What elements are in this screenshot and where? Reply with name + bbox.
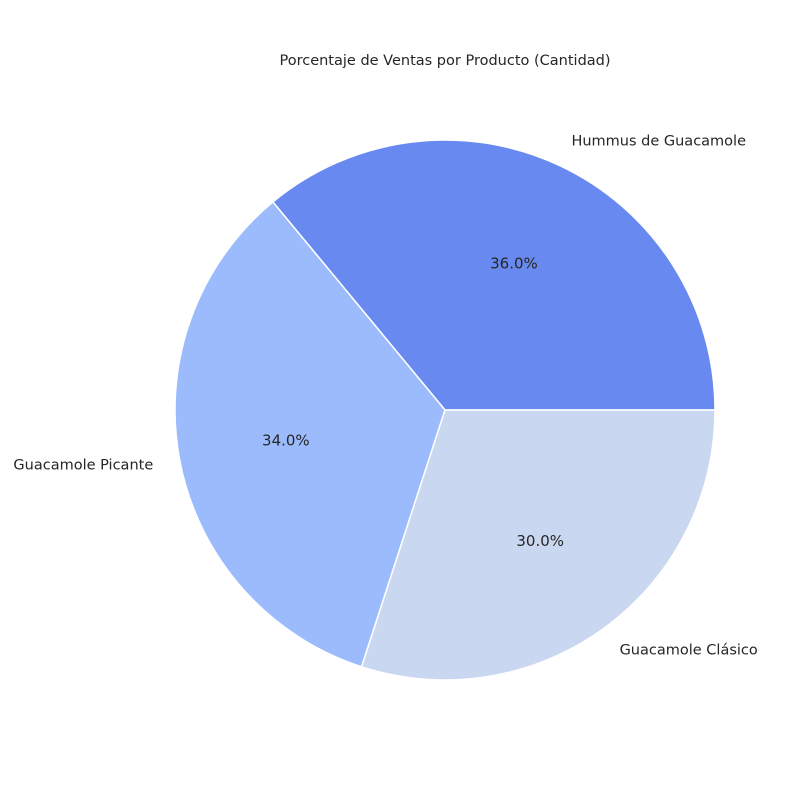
pie-labels: 36.0% Hummus de Guacamole 34.0% Guacamole P… xyxy=(13,133,757,658)
pie-percent-label: 36.0% xyxy=(490,254,538,272)
pie-slice-guacamole-clasico xyxy=(360,409,716,681)
pie-slice-hummus-de-guacamole xyxy=(272,139,716,411)
pie-category-label: Hummus de Guacamole xyxy=(571,133,746,149)
pie-category-label: Guacamole Clásico xyxy=(620,642,758,658)
pie-percent-label: 30.0% xyxy=(516,532,564,550)
pie-percent-label: 34.0% xyxy=(262,431,310,449)
pie-slice-guacamole-picante xyxy=(174,201,446,668)
pie-category-label: Guacamole Picante xyxy=(13,458,153,474)
pie-slices xyxy=(174,139,716,681)
chart-title: Porcentaje de Ventas por Producto (Canti… xyxy=(279,53,610,69)
